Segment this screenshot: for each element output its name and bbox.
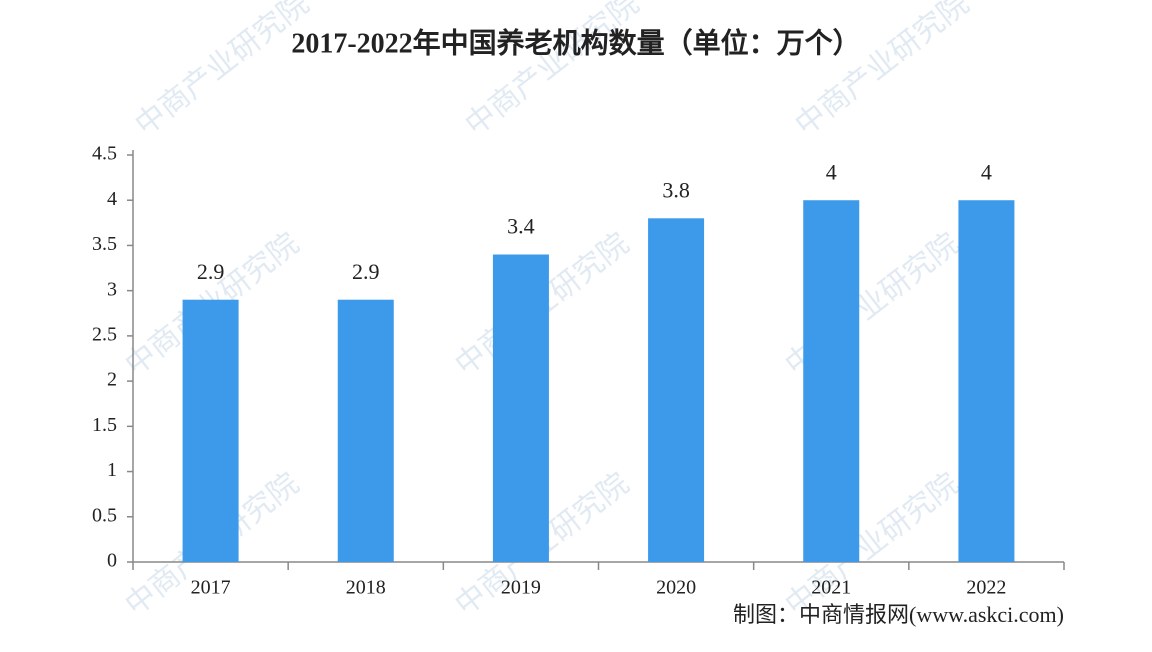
source-note: 制图：中商情报网(www.askci.com) bbox=[733, 602, 1064, 627]
data-label: 3.8 bbox=[662, 177, 690, 202]
y-tick-label: 0.5 bbox=[92, 504, 117, 526]
data-label: 4 bbox=[826, 159, 837, 184]
data-label: 4 bbox=[981, 159, 992, 184]
x-tick-label: 2021 bbox=[811, 577, 851, 599]
x-tick-label: 2018 bbox=[346, 577, 386, 599]
data-label: 2.9 bbox=[352, 259, 380, 284]
x-tick-label: 2022 bbox=[966, 577, 1006, 599]
y-tick-label: 2.5 bbox=[92, 323, 117, 345]
y-tick-label: 2 bbox=[107, 369, 117, 391]
data-label: 2.9 bbox=[197, 259, 225, 284]
bar bbox=[337, 299, 394, 562]
bar bbox=[803, 200, 860, 562]
y-tick-label: 3.5 bbox=[92, 233, 117, 255]
y-tick-label: 3 bbox=[107, 278, 117, 300]
chart-title: 2017-2022年中国养老机构数量（单位：万个） bbox=[291, 26, 860, 59]
y-tick-label: 4 bbox=[107, 188, 117, 210]
bar bbox=[492, 254, 549, 562]
x-tick-label: 2019 bbox=[501, 577, 541, 599]
data-label: 3.4 bbox=[507, 214, 535, 239]
y-tick-label: 0 bbox=[107, 550, 117, 572]
y-tick-label: 1.5 bbox=[92, 414, 117, 436]
x-tick-label: 2017 bbox=[191, 577, 231, 599]
y-tick-label: 1 bbox=[107, 459, 117, 481]
bar bbox=[958, 200, 1015, 562]
bar bbox=[182, 299, 239, 562]
x-tick-label: 2020 bbox=[656, 577, 696, 599]
y-tick-label: 4.5 bbox=[92, 143, 117, 165]
bar bbox=[648, 218, 705, 563]
